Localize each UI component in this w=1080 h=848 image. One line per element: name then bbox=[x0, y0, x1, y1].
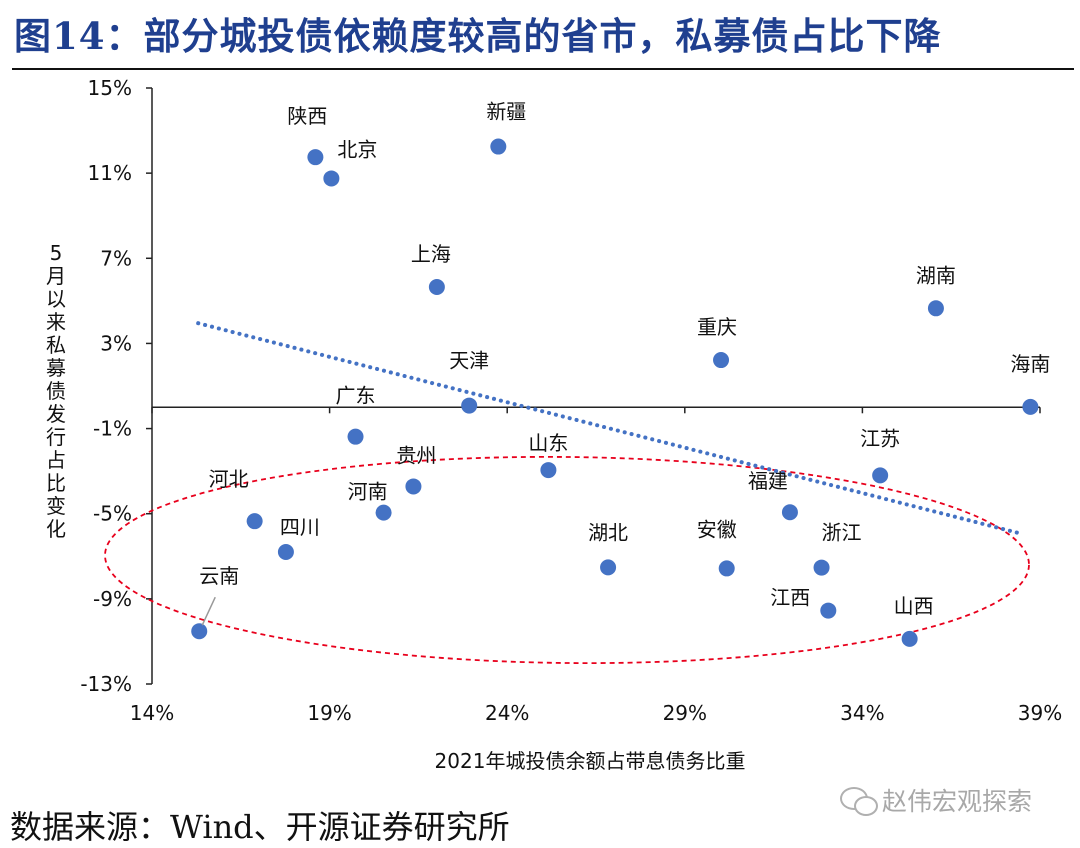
leader-line bbox=[201, 596, 216, 626]
scatter-chart: 15% 11% 7% 3% -1% -5% -9% -13% 14% 19% 24% 29% 34% 39… bbox=[80, 76, 1062, 773]
title-rule bbox=[12, 68, 1074, 70]
data-point bbox=[872, 467, 889, 484]
data-point bbox=[927, 300, 944, 317]
point-label: 重庆 bbox=[697, 315, 737, 339]
point-label: 上海 bbox=[411, 242, 451, 266]
point-label: 陕西 bbox=[287, 104, 327, 128]
figure-title: 图14：部分城投债依赖度较高的省市，私募债占比下降 bbox=[14, 14, 942, 58]
point-label: 新疆 bbox=[486, 100, 526, 124]
x-tick-label: 39% bbox=[1018, 701, 1062, 725]
point-label: 天津 bbox=[449, 349, 489, 373]
y-tick-label: -13% bbox=[80, 672, 132, 696]
data-point bbox=[600, 559, 617, 576]
point-label: 湖北 bbox=[588, 520, 628, 544]
point-label: 江苏 bbox=[860, 426, 900, 450]
point-label: 山东 bbox=[528, 431, 568, 455]
x-axis-title: 2021年城投债余额占带息债务比重 bbox=[435, 749, 746, 773]
point-label: 湖南 bbox=[916, 263, 956, 287]
data-point bbox=[461, 397, 478, 414]
x-tick-label: 24% bbox=[485, 701, 529, 725]
data-point bbox=[246, 513, 263, 530]
y-axis-title: 5月以来私募债发行占比变化 bbox=[46, 241, 66, 541]
data-point bbox=[713, 352, 730, 369]
point-label: 河南 bbox=[348, 480, 388, 504]
x-tick-label: 14% bbox=[130, 701, 174, 725]
highlight-ellipse bbox=[104, 455, 1030, 665]
trend-layer bbox=[196, 321, 1025, 536]
data-point bbox=[540, 462, 557, 479]
trend-line bbox=[196, 321, 1025, 536]
point-label: 河北 bbox=[209, 467, 249, 491]
data-point bbox=[323, 170, 340, 187]
data-point bbox=[781, 504, 798, 521]
watermark-text: 赵伟宏观探索 bbox=[882, 787, 1033, 816]
y-tick-label: -9% bbox=[93, 587, 132, 611]
data-point bbox=[405, 478, 422, 495]
ellipse-layer bbox=[104, 455, 1030, 665]
x-tick-label: 34% bbox=[840, 701, 884, 725]
y-tick-label: 3% bbox=[100, 331, 132, 355]
data-point bbox=[813, 559, 830, 576]
point-label: 北京 bbox=[337, 137, 377, 161]
point-label: 浙江 bbox=[822, 521, 862, 545]
data-point bbox=[277, 544, 294, 561]
x-tick-label: 19% bbox=[307, 701, 351, 725]
data-point bbox=[718, 560, 735, 577]
y-tick-label: -5% bbox=[93, 502, 132, 526]
data-point bbox=[490, 138, 507, 155]
data-point bbox=[375, 504, 392, 521]
point-label: 山西 bbox=[894, 594, 934, 618]
y-tick-label: -1% bbox=[93, 417, 132, 441]
y-tick-label: 7% bbox=[100, 246, 132, 270]
source-note: 数据来源：Wind、开源证券研究所 bbox=[10, 808, 510, 846]
y-tick-label: 11% bbox=[88, 161, 132, 185]
data-point bbox=[347, 428, 364, 445]
data-point bbox=[307, 149, 324, 166]
data-point bbox=[820, 602, 837, 619]
point-label: 海南 bbox=[1010, 352, 1050, 376]
data-point bbox=[1022, 398, 1039, 415]
points-layer bbox=[191, 138, 1039, 647]
point-label: 广东 bbox=[336, 384, 376, 408]
point-label: 福建 bbox=[748, 469, 788, 493]
wechat-icon bbox=[840, 785, 878, 816]
x-tick-label: 29% bbox=[663, 701, 707, 725]
point-label: 四川 bbox=[280, 515, 320, 539]
point-label: 江西 bbox=[770, 586, 810, 610]
point-label: 贵州 bbox=[396, 443, 436, 467]
y-tick-label: 15% bbox=[88, 76, 132, 100]
watermark: 赵伟宏观探索 bbox=[840, 782, 1032, 818]
data-point bbox=[901, 630, 918, 647]
data-point bbox=[191, 623, 208, 640]
data-point bbox=[428, 279, 445, 296]
point-label: 安徽 bbox=[697, 517, 737, 541]
point-label: 云南 bbox=[199, 564, 239, 588]
axes-layer: 15% 11% 7% 3% -1% -5% -9% -13% 14% 19% 24% 29% 34% 39… bbox=[80, 76, 1062, 725]
